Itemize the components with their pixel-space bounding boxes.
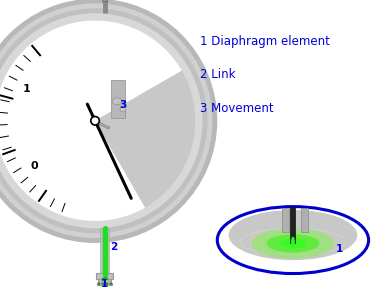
Ellipse shape bbox=[217, 207, 369, 274]
Bar bbox=[102, 0, 107, 1]
Circle shape bbox=[98, 283, 100, 285]
Circle shape bbox=[0, 3, 212, 238]
Bar bbox=[100, 228, 102, 273]
Ellipse shape bbox=[229, 210, 357, 260]
Circle shape bbox=[102, 283, 104, 285]
Bar bbox=[98, 279, 111, 283]
Ellipse shape bbox=[280, 239, 306, 248]
Bar bbox=[97, 283, 113, 285]
Bar bbox=[282, 208, 289, 232]
Text: 1: 1 bbox=[101, 279, 109, 289]
Wedge shape bbox=[0, 21, 182, 221]
Text: 1: 1 bbox=[23, 84, 30, 94]
Bar bbox=[107, 228, 109, 273]
Text: 0: 0 bbox=[31, 162, 38, 171]
Ellipse shape bbox=[120, 107, 126, 112]
Circle shape bbox=[110, 283, 112, 285]
Ellipse shape bbox=[267, 234, 319, 253]
Ellipse shape bbox=[251, 228, 334, 258]
Text: 2 Link: 2 Link bbox=[200, 68, 235, 81]
Text: 1: 1 bbox=[336, 244, 343, 254]
Circle shape bbox=[106, 283, 108, 285]
Wedge shape bbox=[95, 71, 195, 207]
Text: 3 Movement: 3 Movement bbox=[200, 102, 274, 115]
Bar bbox=[111, 80, 125, 118]
Circle shape bbox=[0, 0, 217, 243]
Bar bbox=[96, 273, 113, 279]
Ellipse shape bbox=[291, 237, 295, 247]
Bar bbox=[301, 208, 308, 232]
Ellipse shape bbox=[112, 98, 122, 105]
Circle shape bbox=[0, 8, 208, 233]
Circle shape bbox=[0, 13, 203, 228]
Text: 2: 2 bbox=[110, 242, 118, 252]
Text: 1 Diaphragm element: 1 Diaphragm element bbox=[200, 35, 330, 48]
Circle shape bbox=[91, 116, 99, 125]
Bar bbox=[291, 207, 295, 243]
Bar bbox=[96, 121, 110, 129]
Text: 3: 3 bbox=[120, 100, 127, 110]
Ellipse shape bbox=[102, 278, 107, 280]
